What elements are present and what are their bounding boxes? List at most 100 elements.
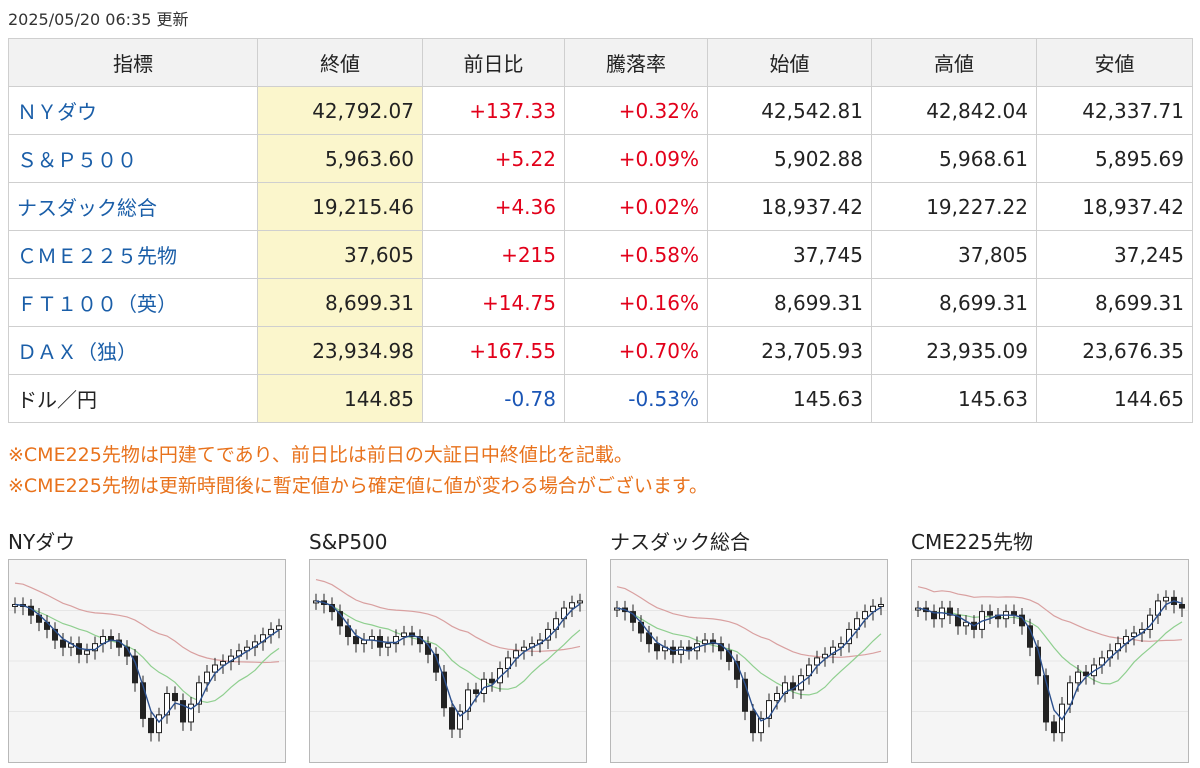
chart-box[interactable] bbox=[911, 559, 1189, 763]
market-indicators-table: 指標 終値 前日比 騰落率 始値 高値 安値 ＮＹダウ 42,792.07 +137… bbox=[8, 38, 1193, 423]
updated-timestamp: 2025/05/20 06:35 更新 bbox=[8, 10, 189, 29]
low-cell: 5,895.69 bbox=[1036, 134, 1193, 183]
note-line: ※CME225先物は更新時間後に暫定値から確定値に値が変わる場合がございます。 bbox=[8, 475, 708, 497]
change-cell: +14.75 bbox=[422, 278, 565, 327]
open-cell: 42,542.81 bbox=[707, 86, 872, 135]
indicator-name-cell: ＮＹダウ bbox=[8, 86, 258, 135]
candle-body bbox=[180, 700, 186, 723]
table-row: ドル／円 144.85 -0.78 -0.53% 145.63 145.63 144.65 bbox=[8, 374, 1193, 423]
high-cell: 37,805 bbox=[871, 230, 1037, 279]
indicator-name-cell: ＣＭＥ２２５先物 bbox=[8, 230, 258, 279]
moving-average-short bbox=[917, 600, 1183, 721]
high-cell: 23,935.09 bbox=[871, 326, 1037, 375]
chart-panel-sp500[interactable]: S&P500 bbox=[309, 528, 587, 763]
chart-box[interactable] bbox=[610, 559, 888, 763]
close-cell: 23,934.98 bbox=[257, 326, 423, 375]
indicator-link[interactable]: ナスダック総合 bbox=[17, 196, 157, 220]
low-cell: 8,699.31 bbox=[1036, 278, 1193, 327]
moving-average-mid bbox=[14, 603, 280, 704]
candle-body bbox=[401, 632, 407, 638]
candle-body bbox=[449, 707, 455, 730]
close-cell: 37,605 bbox=[257, 230, 423, 279]
candle-body bbox=[878, 603, 884, 607]
candle-body bbox=[1179, 603, 1185, 609]
candle-body bbox=[497, 668, 503, 684]
candle-body bbox=[457, 710, 463, 730]
chart-panel-cme225[interactable]: CME225先物 bbox=[911, 528, 1189, 763]
change-cell: +137.33 bbox=[422, 86, 565, 135]
candle-body bbox=[702, 639, 708, 645]
note-line: ※CME225先物は円建てであり、前日比は前日の大証日中終値比を記載。 bbox=[8, 444, 633, 466]
candle-body bbox=[1083, 671, 1089, 677]
candle-body bbox=[862, 611, 868, 620]
candle-body bbox=[750, 710, 756, 734]
indicator-link[interactable]: ＦＴ１００（英） bbox=[17, 292, 177, 316]
high-cell: 8,699.31 bbox=[871, 278, 1037, 327]
moving-average-long bbox=[616, 586, 882, 658]
moving-average-short bbox=[14, 603, 280, 724]
indicator-link[interactable]: ＤＡＸ（独） bbox=[17, 340, 137, 364]
open-cell: 8,699.31 bbox=[707, 278, 872, 327]
indicator-link[interactable]: ＮＹダウ bbox=[17, 100, 97, 124]
low-cell: 144.65 bbox=[1036, 374, 1193, 423]
change-rate-cell: +0.70% bbox=[564, 326, 708, 375]
change-rate-cell: +0.02% bbox=[564, 182, 708, 231]
candle-body bbox=[1075, 671, 1081, 684]
close-cell: 8,699.31 bbox=[257, 278, 423, 327]
open-cell: 23,705.93 bbox=[707, 326, 872, 375]
candle-body bbox=[806, 664, 812, 677]
chart-box[interactable] bbox=[309, 559, 587, 763]
chart-panel-nasdaq[interactable]: ナスダック総合 bbox=[610, 528, 888, 763]
candle-body bbox=[822, 653, 828, 659]
candle-body bbox=[220, 660, 226, 666]
header-low: 安値 bbox=[1036, 38, 1193, 87]
indicator-label: ドル／円 bbox=[17, 388, 97, 412]
indicator-name-cell: ＦＴ１００（英） bbox=[8, 278, 258, 327]
low-cell: 23,676.35 bbox=[1036, 326, 1193, 375]
candle-body bbox=[742, 678, 748, 712]
moving-average-long bbox=[14, 582, 280, 664]
header-close: 終値 bbox=[257, 38, 423, 87]
chart-title: S&P500 bbox=[309, 530, 388, 554]
candlestick-chart[interactable] bbox=[912, 560, 1188, 762]
close-cell: 5,963.60 bbox=[257, 134, 423, 183]
high-cell: 5,968.61 bbox=[871, 134, 1037, 183]
chart-panel-nydow[interactable]: NYダウ bbox=[8, 528, 286, 763]
change-cell: +5.22 bbox=[422, 134, 565, 183]
candle-body bbox=[164, 692, 170, 716]
indicator-name-cell: ドル／円 bbox=[8, 374, 258, 423]
candle-body bbox=[276, 625, 282, 630]
candle-body bbox=[577, 600, 583, 604]
candle-body bbox=[931, 611, 937, 620]
candlestick-chart[interactable] bbox=[9, 560, 285, 762]
high-cell: 19,227.22 bbox=[871, 182, 1037, 231]
open-cell: 37,745 bbox=[707, 230, 872, 279]
change-cell: +215 bbox=[422, 230, 565, 279]
header-change: 前日比 bbox=[422, 38, 565, 87]
change-rate-cell: +0.16% bbox=[564, 278, 708, 327]
candle-body bbox=[758, 717, 764, 734]
indicator-link[interactable]: ＣＭＥ２２５先物 bbox=[17, 244, 177, 268]
candle-body bbox=[204, 671, 210, 684]
candle-body bbox=[465, 689, 471, 712]
moving-average-long bbox=[917, 586, 1183, 642]
candle-body bbox=[84, 650, 90, 655]
candle-body bbox=[196, 682, 202, 705]
moving-average-mid bbox=[917, 607, 1183, 685]
candle-body bbox=[774, 692, 780, 702]
candle-body bbox=[188, 703, 194, 723]
indicator-name-cell: ＤＡＸ（独） bbox=[8, 326, 258, 375]
candle-body bbox=[148, 717, 154, 734]
candle-body bbox=[489, 678, 495, 684]
high-cell: 42,842.04 bbox=[871, 86, 1037, 135]
candle-body bbox=[830, 646, 836, 655]
table-row: ＣＭＥ２２５先物 37,605 +215 +0.58% 37,745 37,805 37,2… bbox=[8, 230, 1193, 279]
candlestick-chart[interactable] bbox=[611, 560, 887, 762]
chart-box[interactable] bbox=[8, 559, 286, 763]
high-cell: 145.63 bbox=[871, 374, 1037, 423]
candle-body bbox=[569, 602, 575, 609]
indicator-link[interactable]: Ｓ＆Ｐ５００ bbox=[17, 148, 137, 172]
candle-body bbox=[140, 682, 146, 719]
candlestick-chart[interactable] bbox=[310, 560, 586, 762]
candle-body bbox=[955, 614, 961, 627]
